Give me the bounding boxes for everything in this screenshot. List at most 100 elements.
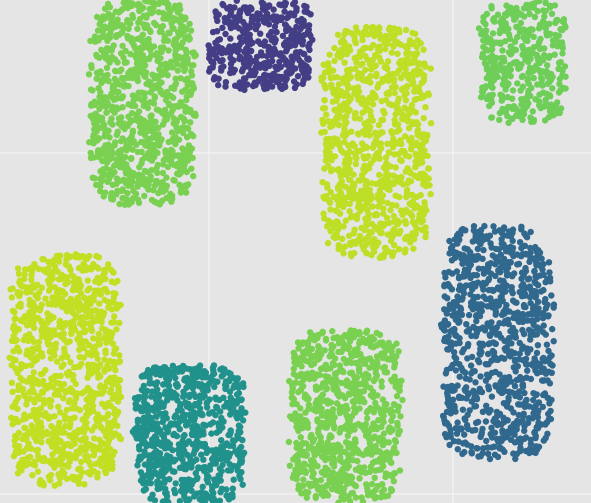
data-point — [413, 225, 420, 232]
data-point — [114, 422, 121, 430]
data-point — [154, 428, 161, 436]
data-point — [238, 68, 246, 75]
data-point — [291, 42, 299, 49]
data-point — [97, 88, 104, 96]
data-point — [525, 69, 532, 76]
data-point — [517, 19, 525, 27]
data-point — [62, 305, 70, 313]
data-point — [184, 157, 192, 164]
data-point — [183, 124, 191, 132]
data-point — [177, 401, 184, 408]
data-point — [148, 393, 155, 400]
data-point — [295, 345, 302, 352]
data-point — [404, 106, 411, 114]
data-point — [397, 413, 404, 420]
data-point — [310, 470, 317, 477]
data-point — [329, 360, 336, 367]
data-point — [91, 292, 98, 299]
data-point — [539, 68, 546, 75]
data-point — [412, 163, 419, 170]
data-point — [188, 68, 195, 75]
data-point — [327, 399, 335, 406]
data-point — [352, 494, 360, 501]
data-point — [349, 489, 357, 497]
data-point — [68, 405, 76, 412]
data-point — [220, 418, 227, 425]
data-point — [327, 416, 334, 424]
data-point — [97, 424, 105, 432]
data-point — [101, 269, 108, 276]
data-point — [152, 368, 160, 376]
data-point — [165, 29, 172, 36]
data-point — [345, 85, 352, 92]
data-point — [181, 450, 188, 457]
data-point — [382, 172, 389, 179]
data-point — [212, 394, 219, 401]
data-point — [520, 111, 528, 118]
data-point — [11, 401, 18, 409]
data-point — [382, 45, 389, 53]
data-point — [498, 22, 506, 29]
data-point — [124, 198, 131, 205]
data-point — [418, 142, 426, 149]
data-point — [325, 162, 332, 170]
data-point — [357, 357, 364, 364]
data-point — [153, 106, 161, 113]
data-point — [385, 90, 393, 98]
data-point — [57, 409, 64, 416]
data-point — [154, 57, 161, 64]
data-point — [96, 54, 103, 61]
data-point — [291, 84, 299, 92]
data-point — [207, 65, 214, 72]
data-point — [341, 59, 348, 66]
data-point — [376, 181, 384, 188]
data-point — [539, 7, 547, 14]
data-point — [134, 148, 141, 156]
data-point — [323, 385, 331, 392]
data-point — [87, 37, 94, 45]
data-point — [538, 74, 545, 82]
data-point — [114, 277, 121, 285]
data-point — [363, 222, 370, 229]
data-point — [113, 156, 120, 163]
data-point — [329, 469, 337, 476]
data-point — [388, 49, 395, 56]
data-point — [341, 331, 349, 339]
data-point — [317, 477, 325, 484]
data-point — [90, 133, 97, 141]
data-point — [128, 133, 135, 140]
data-point — [352, 383, 359, 391]
data-point — [159, 121, 167, 128]
data-point — [77, 465, 84, 472]
data-point — [393, 70, 400, 77]
data-point — [179, 362, 187, 370]
data-point — [353, 215, 361, 222]
data-point — [324, 240, 332, 247]
data-point — [335, 225, 342, 233]
data-point — [196, 362, 204, 369]
data-point — [186, 20, 193, 28]
data-point — [561, 22, 569, 29]
data-point — [87, 462, 94, 469]
data-point — [132, 102, 139, 110]
data-point — [347, 214, 355, 221]
data-point — [174, 9, 181, 16]
data-point — [496, 109, 504, 117]
data-point — [182, 411, 189, 419]
data-point — [10, 452, 18, 460]
data-point — [542, 96, 549, 103]
data-point — [417, 132, 424, 139]
data-point — [157, 23, 164, 31]
data-point — [192, 112, 199, 119]
data-point — [273, 28, 280, 36]
data-point — [327, 411, 334, 419]
data-point — [216, 497, 224, 503]
data-point — [329, 328, 336, 335]
data-point — [134, 77, 142, 85]
data-point — [368, 180, 376, 187]
data-point — [400, 63, 407, 70]
data-point — [503, 2, 510, 9]
data-point — [342, 157, 349, 164]
data-point — [104, 178, 111, 185]
data-point — [134, 65, 141, 72]
